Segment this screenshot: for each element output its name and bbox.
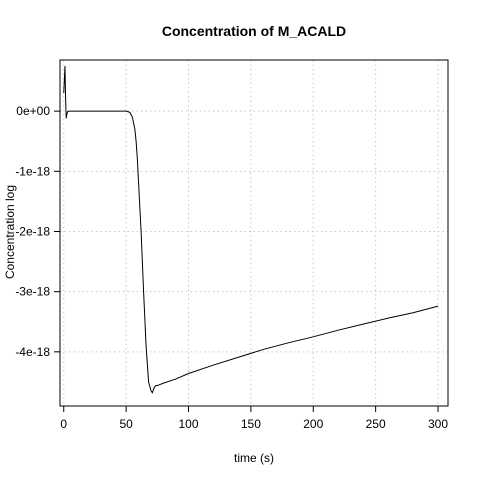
x-tick-label: 250 — [366, 417, 386, 431]
x-tick-label: 0 — [60, 417, 67, 431]
series-line-0 — [63, 65, 439, 394]
x-axis: 0 50 100 150 200 250 300 — [60, 406, 448, 431]
x-tick-label: 300 — [428, 417, 448, 431]
chart-title: Concentration of M_ACALD — [162, 23, 346, 39]
y-tick-label: -2e-18 — [15, 224, 50, 238]
series-layer — [63, 65, 439, 394]
x-tick-label: 200 — [303, 417, 323, 431]
y-tick-label: -1e-18 — [15, 164, 50, 178]
x-tick-label: 150 — [241, 417, 261, 431]
y-tick-label: -4e-18 — [15, 345, 50, 359]
grid-layer — [60, 60, 448, 406]
x-tick-label: 100 — [178, 417, 198, 431]
y-tick-label: -3e-18 — [15, 285, 50, 299]
plot-area-frame — [59, 59, 449, 407]
x-axis-label: time (s) — [234, 451, 274, 465]
x-tick-label: 50 — [119, 417, 133, 431]
y-axis: 0e+00 -1e-18 -2e-18 -3e-18 -4e-18 — [15, 104, 60, 359]
y-tick-label: 0e+00 — [16, 104, 50, 118]
y-axis-label: Concentration log — [3, 185, 17, 279]
